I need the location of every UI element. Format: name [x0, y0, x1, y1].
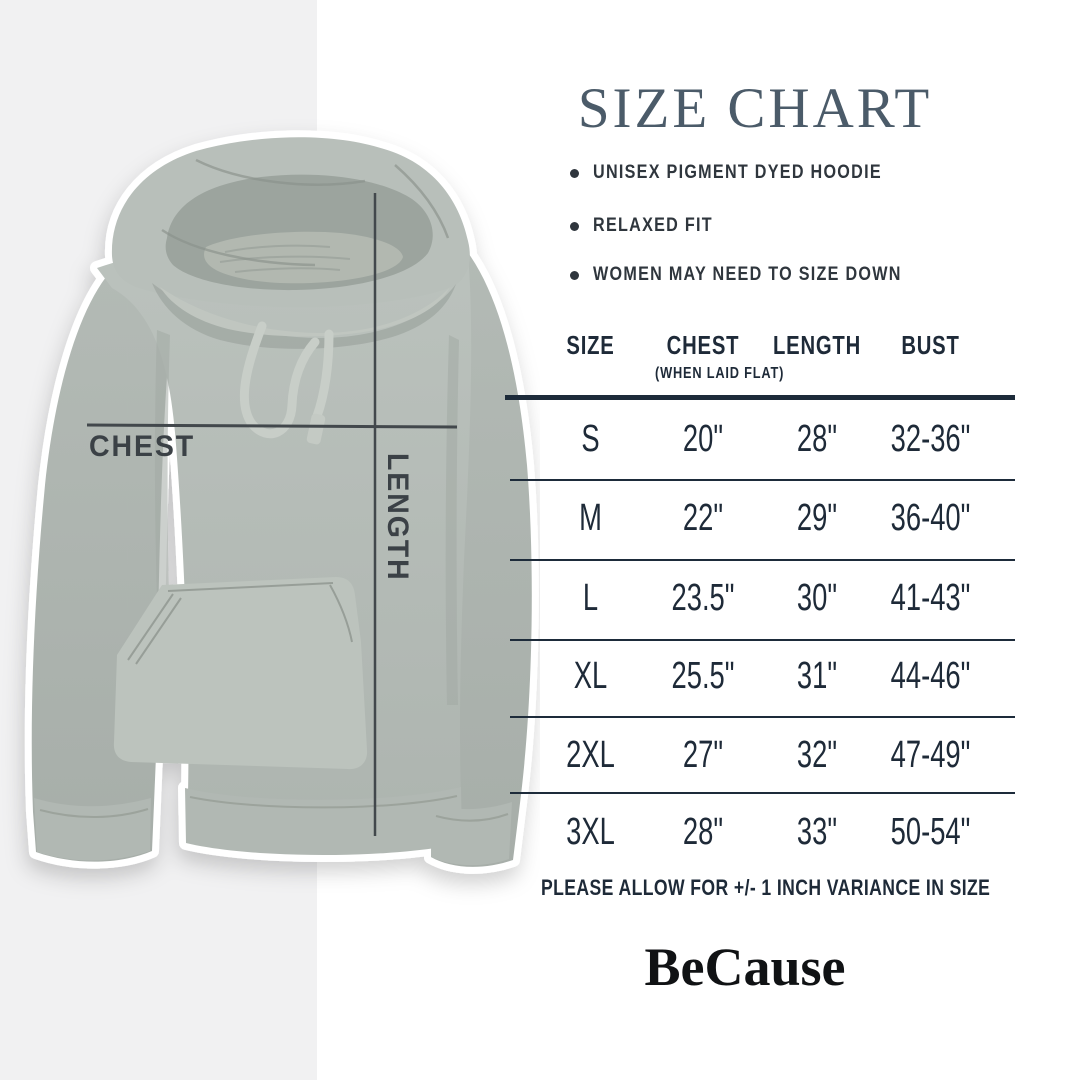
drawstrings — [239, 321, 334, 439]
size-value: M — [579, 497, 602, 539]
length-value: 30" — [796, 577, 838, 619]
bullet-icon — [570, 221, 579, 231]
size-value: XL — [573, 655, 608, 697]
table-row: XL 25.5" 31" 44-46" — [505, 655, 1015, 697]
right-cuff — [431, 802, 512, 866]
table-divider — [510, 716, 1015, 718]
drawstring-aglet — [306, 413, 326, 445]
bust-value: 47-49" — [890, 734, 971, 776]
pocket-stitching — [127, 582, 353, 665]
table-header-row: SIZE CHEST LENGTH BUST — [505, 330, 1015, 370]
table-divider — [510, 792, 1015, 794]
column-header-size: SIZE — [566, 330, 615, 360]
size-value: 3XL — [566, 811, 615, 853]
length-value: 32" — [796, 734, 838, 776]
brand-logo: BeCause — [644, 937, 846, 997]
length-value: 33" — [796, 811, 838, 853]
chest-measure-label: CHEST — [89, 430, 196, 463]
length-value: 29" — [796, 497, 838, 539]
bust-value: 41-43" — [890, 577, 971, 619]
length-value: 28" — [796, 418, 838, 460]
collar-shadow — [152, 283, 456, 349]
left-cuff — [34, 798, 151, 861]
chest-measure-line — [86, 423, 458, 429]
table-row: 3XL 28" 33" 50-54" — [505, 811, 1015, 853]
size-value: 2XL — [566, 734, 615, 776]
column-header-chest: CHEST — [666, 330, 740, 360]
table-divider — [510, 559, 1015, 561]
bust-value: 44-46" — [890, 655, 971, 697]
collar-fold — [160, 287, 450, 337]
table-row: M 22" 29" 36-40" — [505, 497, 1015, 539]
chest-value: 25.5" — [671, 655, 735, 697]
table-divider — [510, 479, 1015, 481]
feature-bullet: WOMEN MAY NEED TO SIZE DOWN — [570, 262, 956, 288]
feature-text: UNISEX PIGMENT DYED HOODIE — [593, 162, 882, 183]
size-value: L — [582, 577, 599, 619]
variance-note: PLEASE ALLOW FOR +/- 1 INCH VARIANCE IN … — [541, 875, 991, 900]
bust-value: 32-36" — [890, 418, 971, 460]
column-header-length: LENGTH — [772, 330, 862, 360]
bust-value: 50-54" — [890, 811, 971, 853]
page-title: SIZE CHART — [577, 77, 933, 140]
chest-value: 22" — [682, 497, 724, 539]
rib-stitching — [39, 795, 509, 822]
feature-text: WOMEN MAY NEED TO SIZE DOWN — [593, 264, 902, 285]
chest-value: 28" — [682, 811, 724, 853]
chest-value: 23.5" — [671, 577, 735, 619]
table-row: S 20" 28" 32-36" — [505, 418, 1015, 460]
hoodie-group — [24, 130, 539, 874]
table-divider — [510, 639, 1015, 641]
feature-text: RELAXED FIT — [593, 215, 713, 236]
kangaroo-pocket — [113, 577, 368, 770]
chest-value: 27" — [682, 734, 724, 776]
length-measure-label: LENGTH — [381, 453, 414, 582]
feature-bullet: RELAXED FIT — [570, 213, 734, 239]
bullet-icon — [570, 168, 579, 178]
hoodie-photo — [24, 130, 539, 874]
feature-bullet: UNISEX PIGMENT DYED HOODIE — [570, 160, 933, 186]
table-row: L 23.5" 30" 41-43" — [505, 577, 1015, 619]
table-row: 2XL 27" 32" 47-49" — [505, 734, 1015, 776]
column-header-bust: BUST — [901, 330, 960, 360]
length-value: 31" — [796, 655, 838, 697]
table-header-rule — [505, 395, 1015, 400]
chest-value: 20" — [682, 418, 724, 460]
bust-value: 36-40" — [890, 497, 971, 539]
lining-texture — [219, 244, 351, 273]
column-subnote-chest: (WHEN LAID FLAT) — [655, 365, 785, 382]
bullet-icon — [570, 270, 579, 280]
left-sleeve — [31, 272, 169, 862]
size-value: S — [581, 418, 600, 460]
hood-fold-lines — [161, 158, 450, 267]
